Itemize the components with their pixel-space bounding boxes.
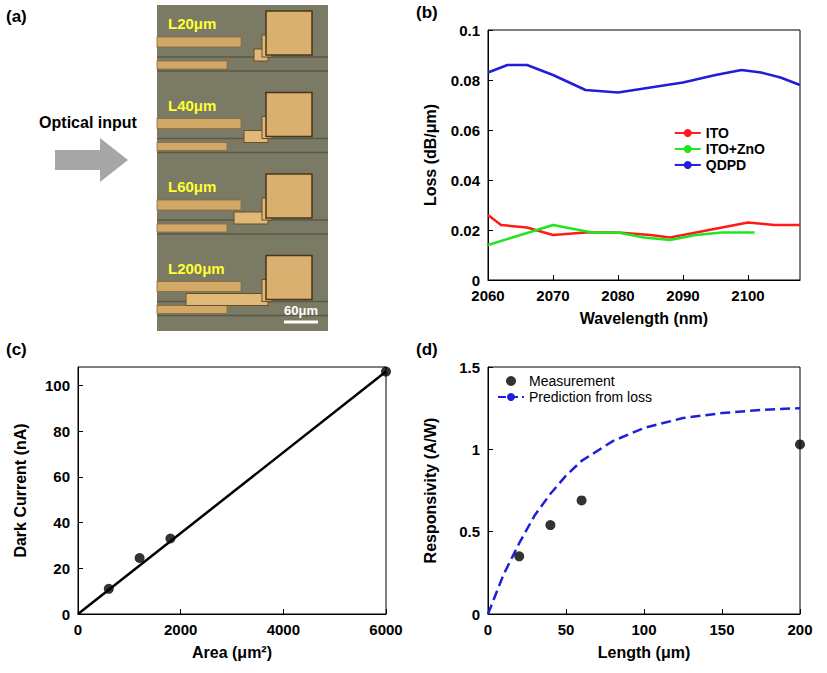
svg-text:Loss (dB/μm): Loss (dB/μm): [422, 104, 439, 206]
svg-text:0: 0: [74, 621, 82, 638]
svg-text:50: 50: [558, 621, 575, 638]
svg-text:Dark Current (nA): Dark Current (nA): [12, 423, 29, 557]
svg-text:Length (μm): Length (μm): [598, 644, 690, 661]
svg-text:0: 0: [472, 606, 480, 623]
svg-text:2080: 2080: [601, 287, 634, 304]
svg-text:0.1: 0.1: [459, 22, 480, 39]
svg-text:(b): (b): [416, 3, 438, 22]
svg-text:1.5: 1.5: [459, 359, 480, 376]
svg-text:0.02: 0.02: [451, 222, 480, 239]
svg-text:ITO+ZnO: ITO+ZnO: [706, 141, 765, 157]
svg-text:0.06: 0.06: [451, 122, 480, 139]
svg-text:2100: 2100: [731, 287, 764, 304]
svg-text:60μm: 60μm: [284, 303, 318, 318]
svg-text:Responsivity (A/W): Responsivity (A/W): [422, 418, 439, 564]
svg-text:60: 60: [53, 468, 70, 485]
svg-text:0.04: 0.04: [451, 172, 481, 189]
svg-text:Measurement: Measurement: [529, 373, 615, 389]
svg-text:L40μm: L40μm: [168, 97, 216, 114]
svg-text:0.08: 0.08: [451, 72, 480, 89]
svg-text:2070: 2070: [536, 287, 569, 304]
svg-text:(a): (a): [6, 7, 27, 26]
svg-text:L20μm: L20μm: [168, 15, 216, 32]
svg-text:2000: 2000: [164, 621, 197, 638]
svg-text:200: 200: [787, 621, 812, 638]
svg-text:150: 150: [709, 621, 734, 638]
svg-text:4000: 4000: [267, 621, 300, 638]
svg-text:2090: 2090: [666, 287, 699, 304]
svg-text:Prediction from loss: Prediction from loss: [529, 389, 652, 405]
svg-text:0: 0: [62, 606, 70, 623]
svg-text:0.5: 0.5: [459, 523, 480, 540]
svg-text:2060: 2060: [471, 287, 504, 304]
svg-text:ITO: ITO: [706, 125, 729, 141]
svg-text:Optical input: Optical input: [39, 114, 137, 131]
svg-text:6000: 6000: [369, 621, 402, 638]
svg-text:1: 1: [472, 441, 480, 458]
svg-text:QDPD: QDPD: [706, 157, 746, 173]
svg-text:L200μm: L200μm: [168, 260, 225, 277]
svg-text:(c): (c): [6, 340, 27, 359]
svg-text:100: 100: [45, 377, 70, 394]
svg-text:Area (μm²): Area (μm²): [192, 644, 272, 661]
svg-text:80: 80: [53, 423, 70, 440]
svg-text:0: 0: [472, 272, 480, 289]
svg-text:100: 100: [631, 621, 656, 638]
svg-text:20: 20: [53, 560, 70, 577]
svg-text:Wavelength (nm): Wavelength (nm): [580, 310, 708, 327]
svg-text:L60μm: L60μm: [168, 178, 216, 195]
svg-text:40: 40: [53, 514, 70, 531]
svg-text:0: 0: [484, 621, 492, 638]
svg-text:(d): (d): [416, 340, 438, 359]
